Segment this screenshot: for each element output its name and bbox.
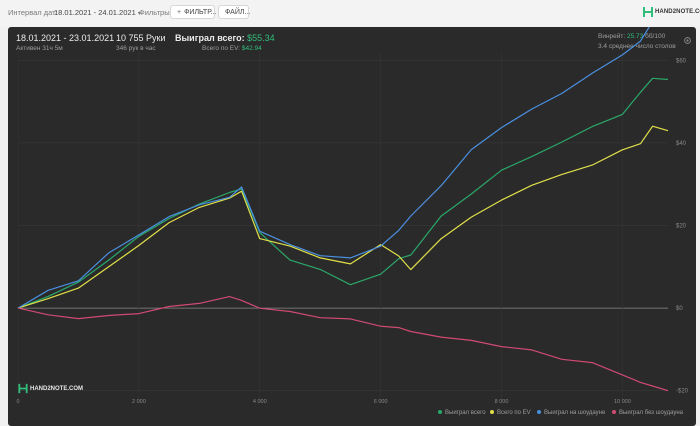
logo-mark-icon	[643, 7, 653, 17]
total-won: Выиграл всего: $55.34	[175, 33, 275, 43]
date-range-select[interactable]: 18.01.2021 - 24.01.2021 ▾	[54, 8, 141, 17]
hand2note-watermark: HAND2NOTE.COM	[18, 383, 88, 395]
winrate: Винрейт: 25.73 бб/100	[598, 33, 666, 40]
x-tick-label: 8 000	[495, 399, 509, 405]
x-tick-label: 2 000	[132, 399, 146, 405]
date-range-value: 18.01.2021 - 24.01.2021	[54, 8, 136, 17]
period-title: 18.01.2021 - 23.01.2021	[16, 33, 115, 43]
settings-gear-icon[interactable]	[683, 36, 692, 45]
filters-label: Фильтры:	[139, 8, 172, 17]
legend-dot	[537, 410, 541, 415]
hands-per-hour: 346 рук в час	[116, 45, 156, 52]
file-button[interactable]: ФАЙЛ...	[218, 5, 250, 19]
plus-icon: +	[177, 9, 182, 16]
hands-count: 10 755 Руки	[116, 33, 166, 43]
watermark-text: HAND2NOTE.COM	[30, 386, 84, 392]
chart-panel: 18.01.2021 - 23.01.2021 Активен 31ч 5м 1…	[8, 27, 696, 426]
legend-item-no-showdown[interactable]: Выиграл без шоудауна	[612, 410, 683, 416]
y-tick-label: $0	[676, 306, 683, 312]
top-toolbar: Интервал дат: 18.01.2021 - 24.01.2021 ▾ …	[0, 0, 700, 26]
y-tick-label: -$20	[676, 389, 689, 395]
series-line	[17, 296, 669, 392]
logo-text: HAND2NOTE.COM	[655, 9, 700, 15]
x-tick-label: 0	[16, 399, 19, 405]
legend-dot	[438, 410, 442, 415]
chart-plot: -$20 $0 $20 $40 $60 0 2 000 4 000 6 000 8 000 10 0…	[16, 27, 689, 405]
legend-dot	[490, 410, 494, 415]
legend-item-showdown[interactable]: Выиграл на шоудауне	[537, 410, 605, 416]
y-tick-label: $60	[676, 58, 687, 64]
x-tick-label: 4 000	[253, 399, 267, 405]
y-tick-label: $20	[676, 224, 687, 230]
series-line	[17, 27, 650, 309]
date-range-label: Интервал дат:	[8, 8, 58, 17]
chevron-down-icon: ▾	[137, 11, 141, 17]
y-tick-label: $40	[676, 141, 687, 147]
series-line	[17, 125, 669, 309]
series-line	[17, 77, 669, 309]
active-time: Активен 31ч 5м	[16, 45, 63, 52]
avg-tables: 3.4 среднее число столов	[598, 43, 676, 50]
legend-item-ev[interactable]: Всего по EV	[490, 410, 531, 416]
logo-mark-icon	[18, 383, 28, 394]
legend-dot	[612, 410, 616, 415]
legend-item-won[interactable]: Выиграл всего	[438, 410, 486, 416]
brand-logo[interactable]: HAND2NOTE.COM	[643, 6, 700, 20]
x-tick-label: 10 000	[614, 399, 631, 405]
ev-total: Всего по EV: $42.94	[202, 45, 262, 52]
filter-button[interactable]: + ФИЛЬТР...	[170, 5, 216, 19]
x-tick-label: 6 000	[374, 399, 388, 405]
